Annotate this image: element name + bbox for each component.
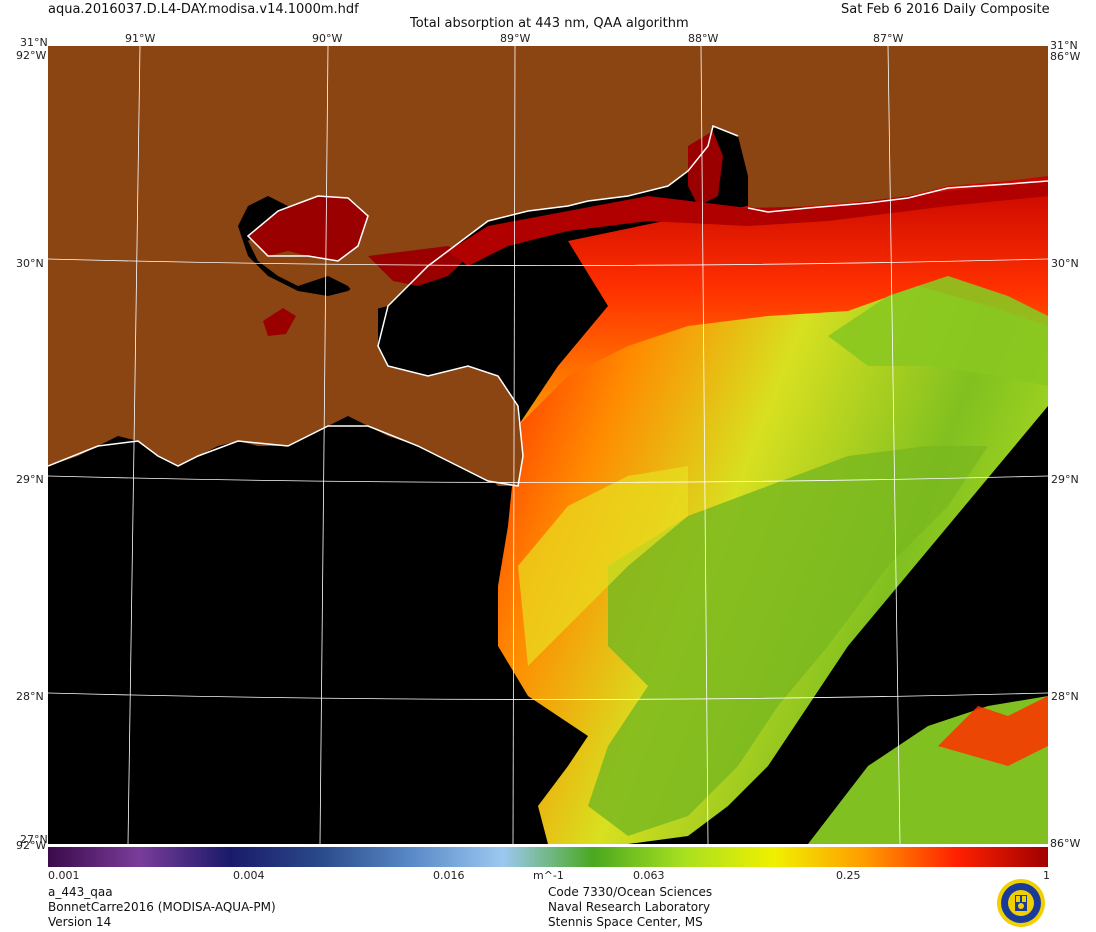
graticule <box>48 46 1048 844</box>
small-lake <box>263 308 296 336</box>
dataset-name: BonnetCarre2016 (MODISA-AQUA-PM) <box>48 900 276 914</box>
coastline <box>48 124 1048 487</box>
corner-lon-top-left: 92°W <box>16 49 47 62</box>
colorbar-tick-label: 0.25 <box>836 869 861 882</box>
lake-borgne <box>368 246 468 286</box>
land-area <box>48 46 1048 486</box>
lon-label-top: 87°W <box>873 32 904 45</box>
lat-label-left: 30°N <box>16 257 44 270</box>
lat-label-right: 29°N <box>1051 473 1079 486</box>
colorbar-tick-label: 0.063 <box>633 869 665 882</box>
org-line: Code 7330/Ocean Sciences <box>548 885 713 899</box>
date-label: Sat Feb 6 2016 Daily Composite <box>841 2 1050 17</box>
nrl-seal-icon <box>996 878 1046 928</box>
lat-label-right: 28°N <box>1051 690 1079 703</box>
lat-label-right: 30°N <box>1051 257 1079 270</box>
corner-lat-top-right: 31°N <box>1050 39 1078 52</box>
plume-southeast-red <box>938 696 1048 766</box>
corner-lon-top-right: 86°W <box>1050 50 1081 63</box>
corner-lat-top-left: 31°N <box>20 36 48 49</box>
map-title: Total absorption at 443 nm, QAA algorith… <box>410 16 689 31</box>
mississippi-delta <box>458 376 523 486</box>
corner-lat-bottom-left: 27°N <box>20 833 48 846</box>
colorbar-tick-label: 0.004 <box>233 869 265 882</box>
org-line: Stennis Space Center, MS <box>548 915 703 929</box>
map-canvas <box>48 46 1048 844</box>
lake-pontchartrain <box>248 196 368 261</box>
colorbar-tick-label: 0.016 <box>433 869 465 882</box>
corner-lon-bottom-left: 92°W <box>16 839 47 852</box>
org-line: Naval Research Laboratory <box>548 900 711 914</box>
plume-green-north <box>828 276 1048 386</box>
colorbar <box>48 847 1048 867</box>
colorbar-tick-label: 1 <box>1043 869 1050 882</box>
colorbar-tick-label: 0.001 <box>48 869 80 882</box>
lon-label-top: 89°W <box>500 32 531 45</box>
filename-label: aqua.2016037.D.L4-DAY.modisa.v14.1000m.h… <box>48 2 359 17</box>
plume-yellow-band <box>518 466 688 666</box>
lon-label-top: 91°W <box>125 32 156 45</box>
lat-label-left: 29°N <box>16 473 44 486</box>
lon-label-top: 90°W <box>312 32 343 45</box>
coastal-red-strip <box>448 181 1048 266</box>
map-panel <box>48 46 1048 844</box>
lat-label-left: 28°N <box>16 690 44 703</box>
lon-label-top: 88°W <box>688 32 719 45</box>
mobile-bay <box>688 131 723 206</box>
corner-lon-bottom-right: 86°W <box>1050 837 1081 850</box>
colorbar-units-label: m^-1 <box>533 869 564 882</box>
product-name: a_443_qaa <box>48 885 113 899</box>
plume-green-core <box>588 446 988 836</box>
version-label: Version 14 <box>48 915 112 929</box>
